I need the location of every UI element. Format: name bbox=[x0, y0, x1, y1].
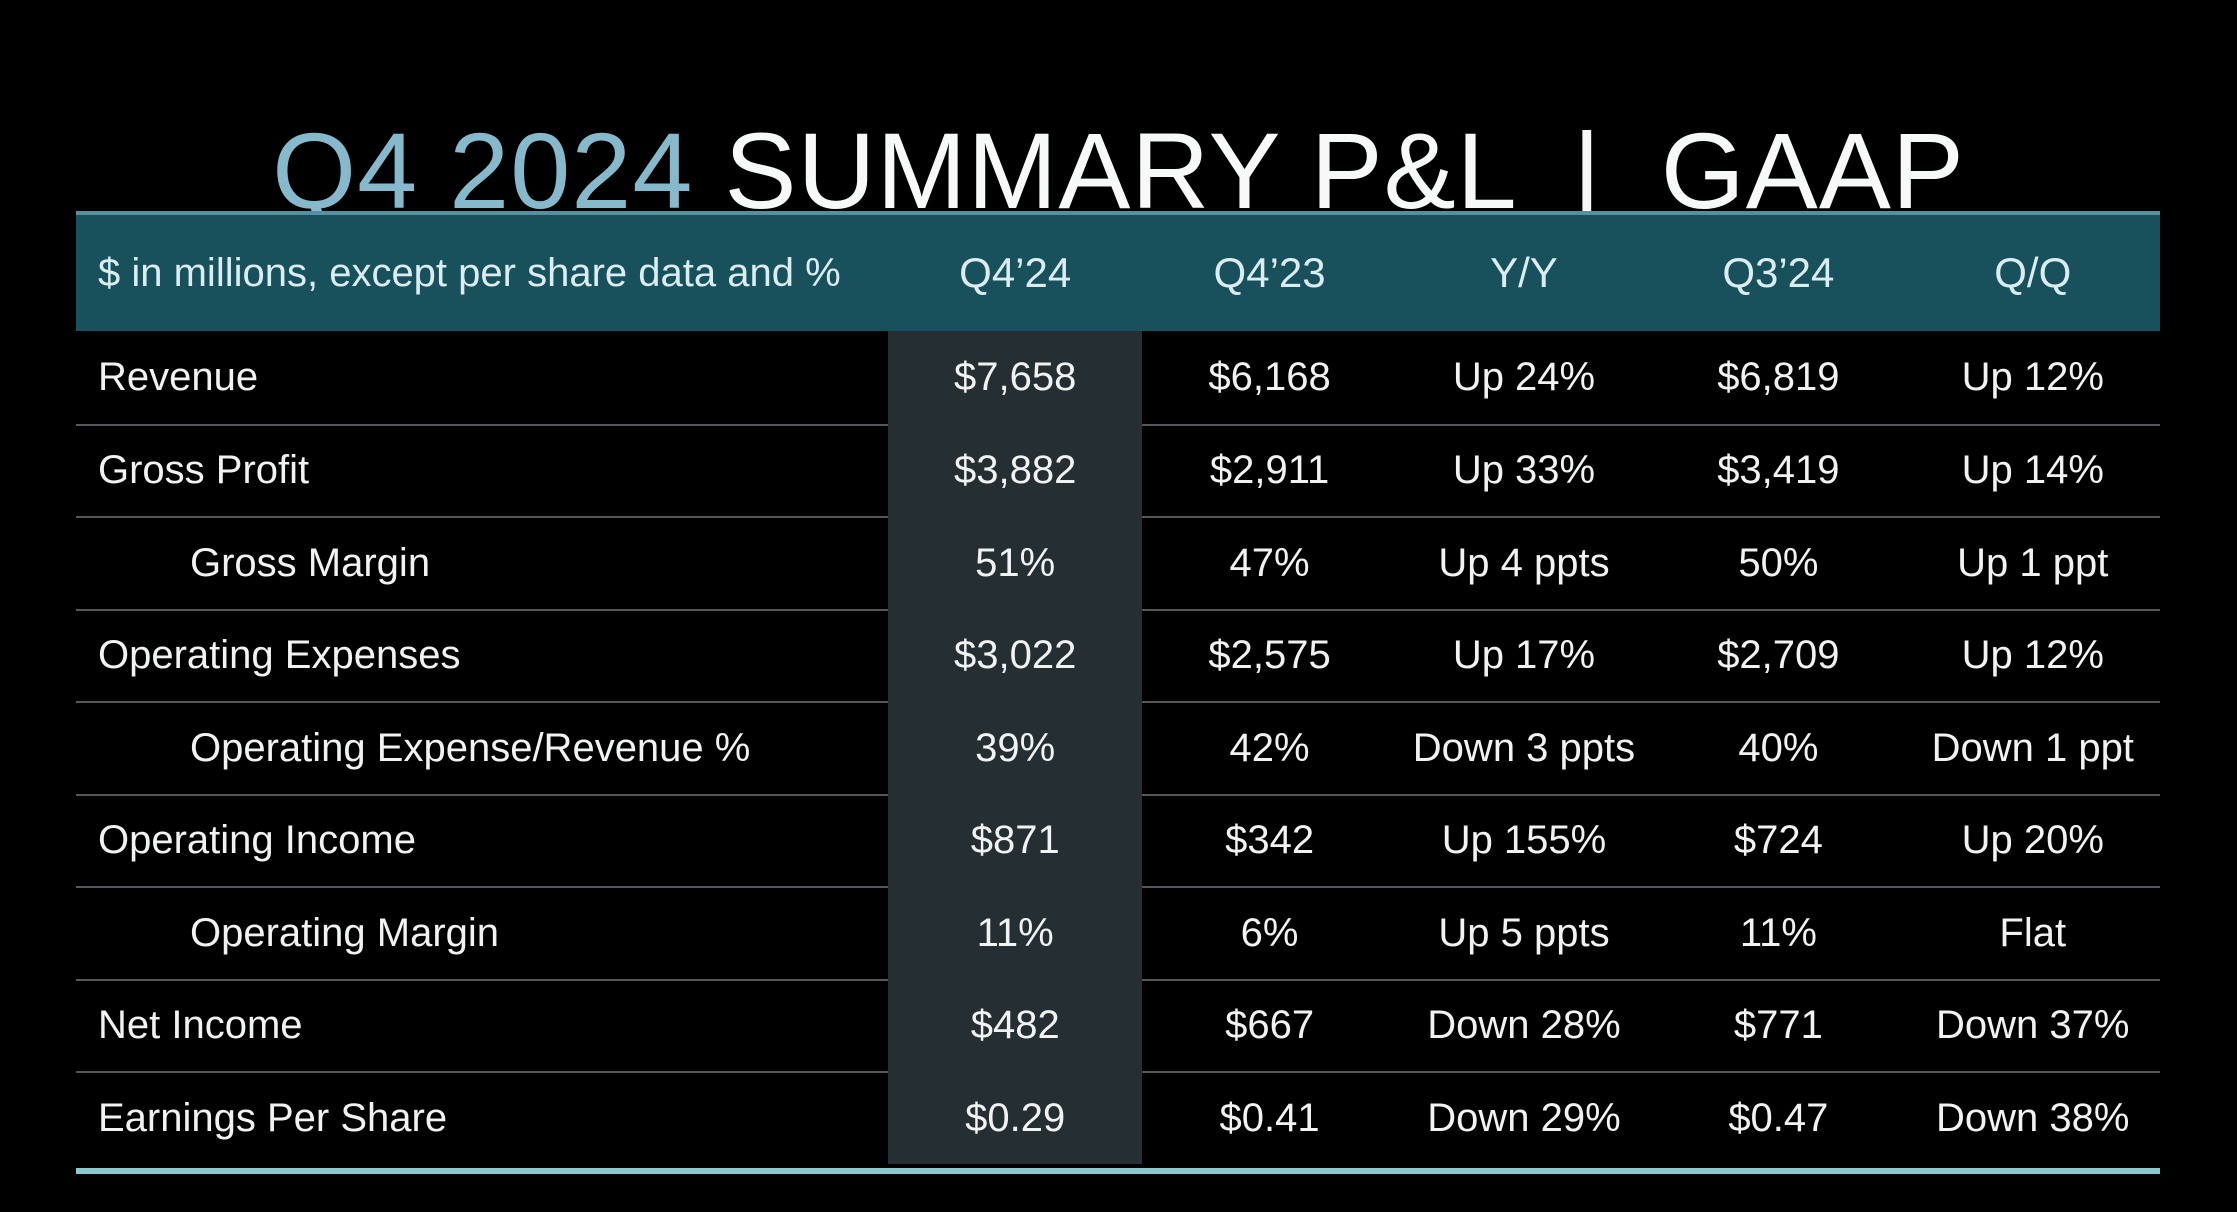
column-header-q4-23: Q4’23 bbox=[1213, 249, 1326, 296]
row-value: Up 155% bbox=[1441, 818, 1607, 863]
row-value: $871 bbox=[970, 818, 1060, 863]
row-label: Operating Expense/Revenue % bbox=[190, 725, 751, 770]
row-value: $6,168 bbox=[1208, 354, 1331, 399]
row-label: Revenue bbox=[98, 354, 259, 399]
row-value: $7,658 bbox=[954, 354, 1077, 399]
row-value: 47% bbox=[1229, 540, 1310, 585]
row-value: $724 bbox=[1733, 818, 1823, 863]
row-label: Gross Margin bbox=[190, 540, 431, 585]
row-value: Down 29% bbox=[1427, 1095, 1621, 1140]
table-row: Gross Margin 51% 47% Up 4 ppts 50% Up 1 ppt bbox=[76, 516, 2160, 609]
row-value: 51% bbox=[975, 540, 1056, 585]
table-caption: $ in millions, except per share data and… bbox=[98, 250, 841, 295]
row-value: Down 38% bbox=[1936, 1095, 2130, 1140]
row-value: 40% bbox=[1738, 725, 1819, 770]
table-body: Revenue $7,658 $6,168 Up 24% $6,819 Up 12% G… bbox=[76, 331, 2160, 1174]
table-row: Earnings Per Share $0.29 $0.41 Down 29% $0.… bbox=[76, 1071, 2160, 1164]
row-value: Flat bbox=[1999, 910, 2067, 955]
column-header-yy: Y/Y bbox=[1490, 249, 1558, 296]
row-value: 11% bbox=[976, 910, 1054, 955]
table-row: Operating Income $871 $342 Up 155% $724 Up 2… bbox=[76, 793, 2160, 887]
row-value: $2,911 bbox=[1209, 448, 1330, 493]
current-quarter-highlight bbox=[888, 331, 1143, 1164]
column-header-q3-24: Q3’24 bbox=[1722, 249, 1835, 296]
column-header-qq: Q/Q bbox=[1994, 249, 2072, 296]
row-value: $2,709 bbox=[1717, 633, 1840, 678]
row-value: $0.29 bbox=[965, 1095, 1066, 1140]
row-value: Up 12% bbox=[1961, 633, 2104, 678]
row-value: 42% bbox=[1229, 725, 1310, 770]
row-value: Down 28% bbox=[1427, 1003, 1621, 1048]
table-row: Gross Profit $3,882 $2,911 Up 33% $3,419 Up … bbox=[76, 423, 2160, 517]
row-value: Up 17% bbox=[1452, 633, 1596, 678]
row-value: Up 20% bbox=[1961, 818, 2104, 863]
row-value: Down 3 ppts bbox=[1412, 725, 1636, 770]
row-value: $482 bbox=[970, 1003, 1060, 1048]
row-value: $3,022 bbox=[954, 633, 1077, 678]
pl-summary-table: $ in millions, except per share data and… bbox=[76, 211, 2160, 1174]
row-value: Down 1 ppt bbox=[1931, 725, 2134, 770]
table-row: Operating Margin 11% 6% Up 5 ppts 11% Flat bbox=[76, 886, 2160, 979]
row-value: $771 bbox=[1733, 1003, 1823, 1048]
table-header-row: $ in millions, except per share data and… bbox=[76, 211, 2160, 331]
row-value: $2,575 bbox=[1208, 633, 1331, 678]
row-value: Up 24% bbox=[1452, 354, 1596, 399]
row-value: Up 12% bbox=[1961, 354, 2104, 399]
row-value: Up 14% bbox=[1961, 448, 2104, 493]
row-label: Net Income bbox=[98, 1003, 303, 1048]
row-value: Down 37% bbox=[1936, 1003, 2130, 1048]
column-header-q4-24: Q4’24 bbox=[959, 249, 1072, 296]
row-value: Up 33% bbox=[1452, 448, 1596, 493]
row-label: Operating Margin bbox=[190, 910, 500, 955]
row-value: 39% bbox=[975, 725, 1056, 770]
row-value: $0.47 bbox=[1728, 1095, 1829, 1140]
row-label: Gross Profit bbox=[98, 448, 310, 493]
row-value: $3,882 bbox=[954, 448, 1077, 493]
row-label: Earnings Per Share bbox=[98, 1095, 448, 1140]
table-row: Operating Expense/Revenue % 39% 42% Down 3… bbox=[76, 701, 2160, 794]
row-value: $667 bbox=[1225, 1003, 1315, 1048]
row-value: $342 bbox=[1225, 818, 1315, 863]
row-value: 50% bbox=[1738, 540, 1819, 585]
row-value: Up 1 ppt bbox=[1957, 540, 2109, 585]
table-row: Revenue $7,658 $6,168 Up 24% $6,819 Up 12% bbox=[76, 331, 2160, 424]
row-value: 11% bbox=[1739, 910, 1817, 955]
table-bottom-border bbox=[76, 1167, 2160, 1174]
page-title: Q4 2024 SUMMARY P&L | GAAP bbox=[0, 108, 2237, 233]
row-value: Up 5 ppts bbox=[1438, 910, 1610, 955]
row-value: 6% bbox=[1240, 910, 1299, 955]
row-label: Operating Expenses bbox=[98, 633, 461, 678]
row-value: Up 4 ppts bbox=[1438, 540, 1610, 585]
row-label: Operating Income bbox=[98, 818, 416, 863]
row-value: $3,419 bbox=[1717, 448, 1840, 493]
table-row: Operating Expenses $3,022 $2,575 Up 17% $2,… bbox=[76, 608, 2160, 702]
row-value: $6,819 bbox=[1717, 354, 1840, 399]
row-value: $0.41 bbox=[1219, 1095, 1320, 1140]
table-row: Net Income $482 $667 Down 28% $771 Down 37% bbox=[76, 978, 2160, 1072]
